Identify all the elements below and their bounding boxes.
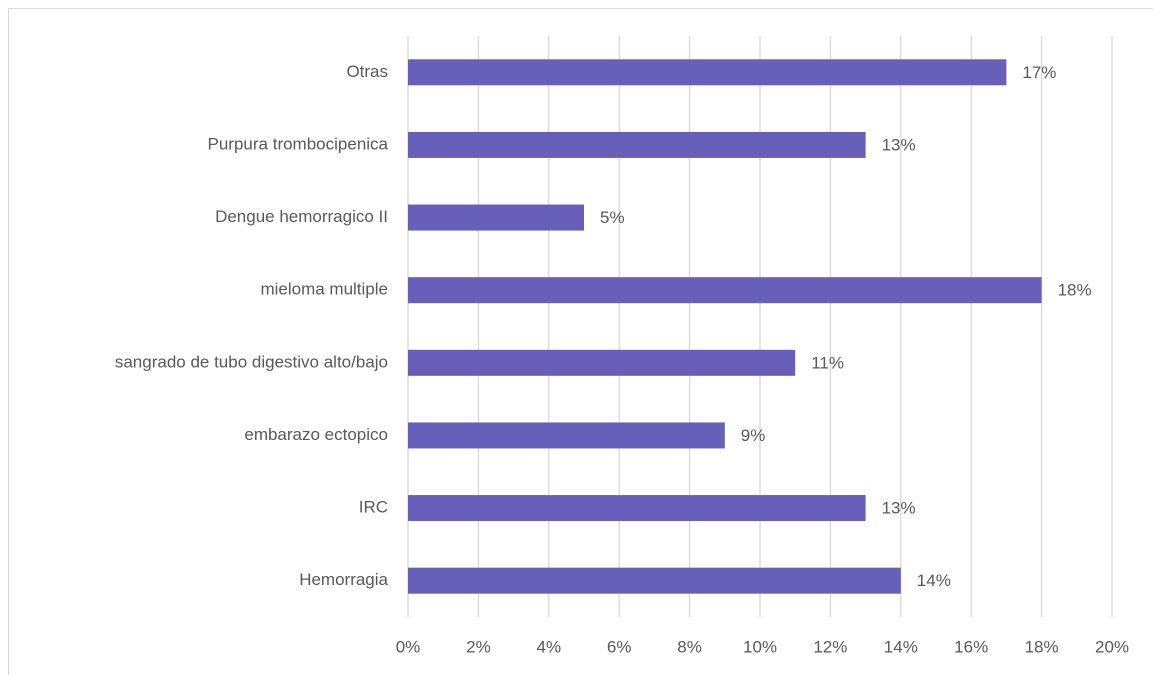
- y-tick-label: Dengue hemorragico II: [215, 207, 388, 226]
- y-tick-label: Purpura trombocipenica: [208, 134, 389, 153]
- x-tick-label: 16%: [954, 637, 988, 656]
- bar: [408, 131, 866, 158]
- data-label: 14%: [917, 571, 951, 590]
- x-tick-label: 6%: [607, 637, 632, 656]
- y-tick-label: sangrado de tubo digestivo alto/bajo: [115, 352, 388, 371]
- x-tick-label: 14%: [884, 637, 918, 656]
- bar: [408, 204, 584, 231]
- x-tick-label: 18%: [1025, 637, 1059, 656]
- y-tick-label: mieloma multiple: [260, 280, 388, 299]
- x-tick-label: 4%: [537, 637, 562, 656]
- bar: [408, 277, 1042, 304]
- y-tick-label: IRC: [359, 498, 388, 517]
- bar: [408, 567, 901, 594]
- x-tick-label: 8%: [677, 637, 702, 656]
- x-tick-label: 12%: [813, 637, 847, 656]
- data-label: 17%: [1022, 63, 1056, 82]
- x-tick-label: 0%: [396, 637, 421, 656]
- y-tick-label: Hemorragia: [299, 570, 388, 589]
- bar: [408, 495, 866, 522]
- y-tick-label: Otras: [346, 62, 388, 81]
- bar: [408, 349, 796, 376]
- data-label: 5%: [600, 208, 625, 227]
- bar: [408, 422, 725, 449]
- data-label: 13%: [882, 499, 916, 518]
- chart-frame: [8, 8, 1153, 675]
- data-label: 18%: [1058, 281, 1092, 300]
- x-tick-label: 10%: [743, 637, 777, 656]
- bar: [408, 59, 1007, 86]
- data-label: 9%: [741, 426, 766, 445]
- data-label: 11%: [811, 353, 844, 372]
- x-tick-label: 20%: [1095, 637, 1129, 656]
- data-label: 13%: [882, 135, 916, 154]
- y-tick-label: embarazo ectopico: [244, 425, 388, 444]
- x-tick-label: 2%: [466, 637, 491, 656]
